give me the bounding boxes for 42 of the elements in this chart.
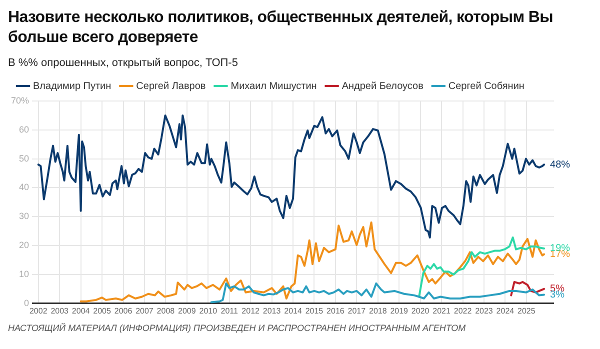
- y-tick-label: 30: [19, 211, 30, 222]
- data-label: 3%: [550, 289, 565, 300]
- chart-title: Назовите несколько политиков, общественных деятелей, которым Вы больше всего доверяете: [8, 8, 554, 48]
- x-tick-label: 2008: [156, 306, 176, 316]
- legend-label: Владимир Путин: [33, 80, 112, 92]
- text: НАСТОЯЩИЙ МАТЕРИАЛ (ИНФОРМАЦИЯ) ПРОИЗВЕДЕН И РАСПРОСТРАНЕН ИНОСТРАННЫМ АГЕНТОМ: [8, 323, 467, 333]
- chart-subtitle: В %% опрошенных, открытый вопрос, ТОП-5: [8, 57, 239, 69]
- x-tick-label: 2022: [454, 306, 472, 316]
- x-tick-label: 2009: [178, 306, 196, 316]
- y-tick-label: 20: [19, 240, 30, 250]
- y-tick-label: 40: [19, 182, 30, 192]
- y-tick-label: 0: [24, 298, 30, 308]
- legend-label: Сергей Лавров: [136, 80, 206, 92]
- x-tick-label: 2010: [199, 306, 218, 316]
- y-tick-label: 60: [19, 124, 30, 134]
- x-tick-label: 2019: [390, 306, 409, 316]
- legend-label: Сергей Собянин: [448, 80, 524, 92]
- x-tick-label: 2016: [326, 306, 345, 316]
- x-tick-label: 2002: [29, 306, 48, 316]
- x-tick-label: 2015: [305, 306, 324, 316]
- x-tick-label: 2012: [242, 306, 260, 316]
- y-tick-label: 70%: [11, 95, 30, 106]
- y-tick-label: 50: [19, 153, 30, 164]
- data-label: 48%: [550, 159, 570, 170]
- x-tick-label: 2021: [432, 306, 451, 316]
- x-tick-label: 2004: [72, 306, 90, 316]
- legend-label: Андрей Белоусов: [342, 80, 424, 92]
- x-tick-label: 2018: [368, 306, 388, 316]
- x-tick-label: 2014: [284, 306, 302, 316]
- y-tick-label: 10: [19, 268, 30, 279]
- x-tick-label: 2024: [496, 306, 515, 316]
- x-tick-label: 2013: [262, 306, 282, 316]
- x-tick-label: 2003: [50, 306, 70, 316]
- x-tick-label: 2020: [411, 306, 430, 316]
- x-tick-label: 2025: [518, 306, 536, 316]
- legend-label: Михаил Мишустин: [230, 80, 317, 92]
- x-tick-label: 2005: [93, 306, 112, 316]
- x-tick-label: 2017: [348, 306, 366, 316]
- x-tick-label: 2011: [220, 306, 238, 316]
- x-tick-label: 2006: [114, 306, 133, 316]
- x-tick-label: 2023: [475, 306, 494, 316]
- x-tick-label: 2007: [136, 306, 154, 316]
